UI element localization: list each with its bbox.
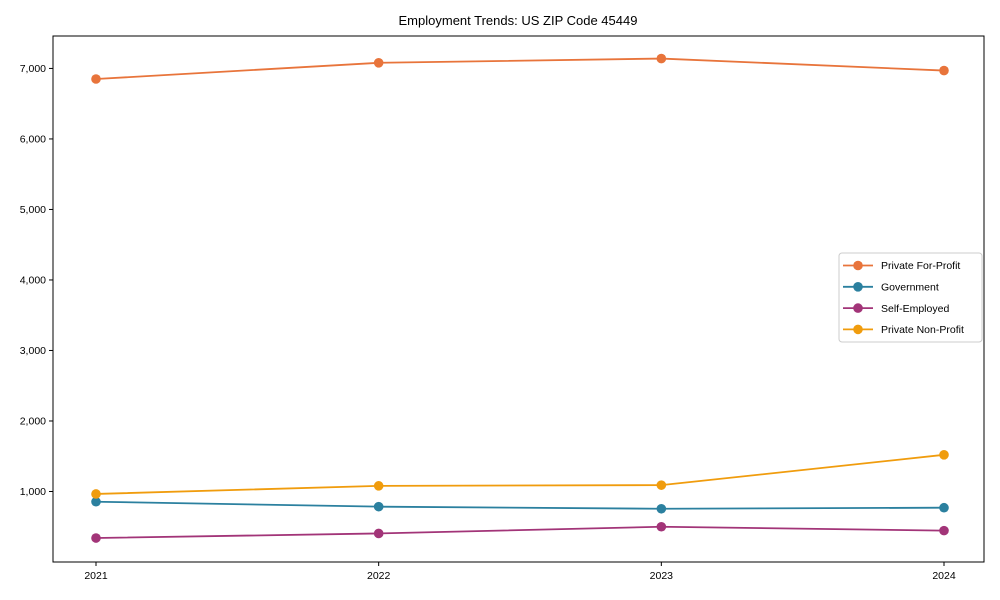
series-line-private-for-profit — [95, 57, 945, 80]
legend-label-government: Government — [881, 282, 939, 294]
plot-frame — [52, 35, 985, 563]
x-tick-label: 2024 — [932, 570, 956, 582]
data-point-government-2023 — [656, 503, 667, 514]
series-line-private-non-profit — [95, 453, 945, 495]
plot-area: 1,000 2,000 3,000 4,000 5,000 6,000 7,000 2021 2… — [20, 35, 985, 582]
chart-title: Employment Trends: US ZIP Code 45449 — [399, 13, 638, 28]
data-point-private-non-profit-2024 — [939, 450, 949, 460]
y-tick-label: 6,000 — [20, 134, 46, 146]
data-point-government-2021 — [91, 496, 101, 507]
data-point-self-employed-2023 — [656, 521, 667, 532]
series-line-self-employed — [95, 525, 945, 539]
legend-box — [838, 252, 983, 343]
data-point-private-non-profit-2022 — [373, 481, 384, 491]
data-point-private-for-profit-2022 — [373, 57, 384, 68]
legend-marker-government — [853, 282, 863, 292]
data-point-self-employed-2021 — [91, 533, 101, 543]
series-line-government — [95, 500, 945, 510]
data-point-private-for-profit-2021 — [91, 74, 101, 84]
data-point-self-employed-2024 — [939, 525, 949, 536]
data-point-private-non-profit-2023 — [656, 480, 667, 490]
y-tick-label: 7,000 — [20, 63, 46, 75]
legend-marker-self-employed — [853, 303, 863, 313]
x-tick-label: 2022 — [367, 570, 391, 582]
y-tick-label: 3,000 — [20, 345, 46, 357]
y-tick-label: 5,000 — [20, 204, 46, 216]
data-point-self-employed-2022 — [373, 528, 384, 539]
y-tick-label: 4,000 — [20, 275, 46, 287]
legend-marker-private-non-profit — [853, 324, 863, 335]
legend-marker-private-for-profit — [853, 260, 863, 271]
data-point-government-2022 — [373, 501, 384, 512]
y-tick-label: 1,000 — [20, 486, 46, 498]
x-tick-label: 2021 — [84, 570, 108, 582]
data-point-private-non-profit-2021 — [91, 489, 101, 499]
legend-label-self-employed: Self-Employed — [881, 303, 949, 315]
data-point-private-for-profit-2023 — [656, 53, 667, 64]
y-tick-label: 2,000 — [20, 416, 46, 428]
legend-label-private-non-profit: Private Non-Profit — [881, 324, 964, 336]
x-tick-label: 2023 — [650, 570, 674, 582]
data-point-private-for-profit-2024 — [939, 65, 949, 76]
data-point-government-2024 — [939, 502, 949, 513]
legend-label-private-for-profit: Private For-Profit — [881, 260, 960, 272]
